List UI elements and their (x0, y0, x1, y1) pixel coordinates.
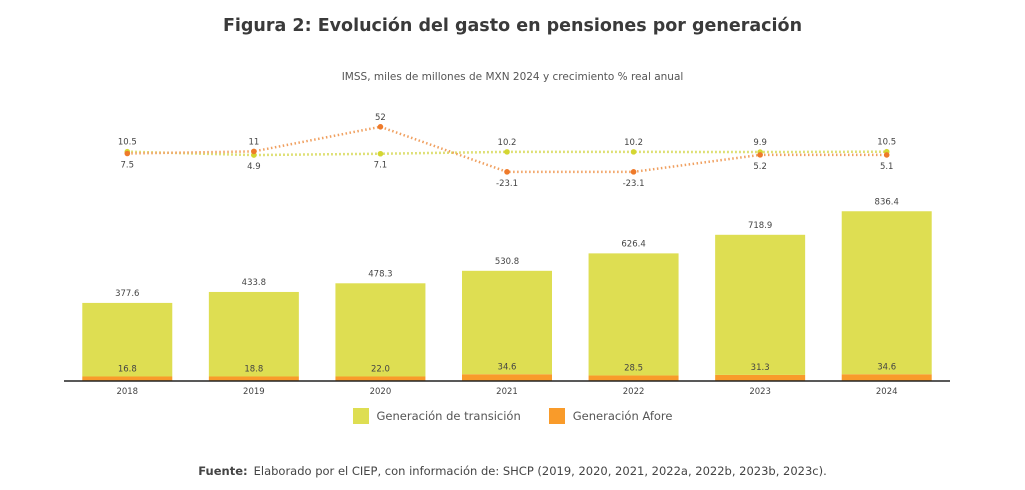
bar-afore-2020 (335, 376, 426, 381)
x-tick-label-2018: 2018 (116, 387, 138, 397)
source-text: Elaborado por el CIEP, con información d… (253, 464, 827, 478)
x-tick-label-2020: 2020 (370, 387, 392, 397)
data-label-afore-2020: 22.0 (371, 365, 390, 375)
growth-point-afore-2024 (883, 152, 890, 158)
data-label-afore-2023: 31.3 (751, 363, 770, 373)
legend: Generación de transición Generación Afor… (0, 408, 1025, 424)
bar-transicion-2018 (82, 302, 173, 377)
chart-title: Figura 2: Evolución del gasto en pension… (222, 16, 803, 36)
growth-point-afore-2022 (630, 169, 637, 175)
bar-transicion-2021 (462, 270, 552, 375)
bar-transicion-2022 (588, 253, 679, 376)
source-note: Fuente: Elaborado por el CIEP, con inform… (0, 464, 1025, 478)
growth-point-transicion-2021 (504, 149, 510, 155)
growth-point-afore-2019 (251, 148, 257, 155)
legend-swatch-transicion (352, 408, 369, 424)
bar-afore-2018 (82, 376, 173, 381)
legend-item-afore[interactable]: Generación Afore (548, 408, 673, 424)
data-label-afore-2022: 28.5 (624, 363, 643, 373)
growth-point-afore-2020 (377, 124, 384, 130)
growth-label-transicion-2020: 7.1 (374, 161, 388, 171)
growth-label-afore-2019: 11 (248, 137, 259, 147)
x-tick-label-2023: 2023 (749, 387, 771, 397)
growth-label-transicion-2018: 10.5 (118, 138, 137, 148)
bar-transicion-2023 (715, 234, 806, 375)
bar-transicion-2019 (208, 291, 299, 377)
data-label-afore-2021: 34.6 (498, 362, 517, 372)
bar-afore-2021 (462, 374, 552, 381)
growth-label-afore-2018: 7.5 (121, 161, 135, 171)
chart-canvas: 377.6 16.8 2018 433.8 18.8 2019 478.3 22.0 2020 5… (64, 113, 950, 397)
data-label-afore-2018: 16.8 (118, 365, 137, 375)
legend-label-afore: Generación Afore (572, 409, 673, 423)
growth-point-afore-2021 (504, 169, 510, 175)
data-label-transicion-2021: 530.8 (495, 257, 519, 267)
data-label-transicion-2020: 478.3 (368, 269, 392, 279)
data-label-transicion-2023: 718.9 (748, 221, 772, 231)
legend-item-transicion[interactable]: Generación de transición (352, 408, 521, 424)
growth-label-transicion-2023: 9.9 (753, 138, 767, 148)
data-label-afore-2019: 18.8 (244, 365, 263, 375)
x-tick-label-2019: 2019 (243, 387, 265, 397)
source-label: Fuente: (198, 464, 248, 478)
legend-label-transicion: Generación de transición (376, 409, 521, 423)
data-label-afore-2024: 34.6 (877, 362, 896, 372)
growth-point-transicion-2022 (630, 149, 637, 155)
x-tick-label-2021: 2021 (496, 387, 518, 397)
bar-afore-2019 (208, 376, 299, 381)
bar-afore-2024 (841, 374, 932, 381)
growth-label-transicion-2019: 4.9 (247, 162, 261, 172)
legend-swatch-afore (548, 408, 565, 424)
chart-subtitle: IMSS, miles de millones de MXN 2024 y cr… (341, 71, 684, 83)
data-label-transicion-2019: 433.8 (242, 278, 266, 288)
x-tick-label-2024: 2024 (876, 387, 898, 397)
growth-point-afore-2018 (124, 150, 131, 157)
data-label-transicion-2018: 377.6 (115, 289, 139, 299)
growth-point-afore-2023 (757, 152, 763, 158)
growth-label-transicion-2024: 10.5 (877, 138, 896, 148)
growth-point-transicion-2020 (377, 150, 384, 157)
data-label-transicion-2024: 836.4 (875, 197, 899, 207)
growth-label-afore-2024: 5.1 (880, 162, 894, 172)
growth-label-afore-2023: 5.2 (753, 162, 767, 172)
bar-afore-2023 (715, 374, 806, 381)
data-label-transicion-2022: 626.4 (621, 239, 645, 249)
bar-afore-2022 (588, 375, 679, 381)
x-tick-label-2022: 2022 (623, 387, 645, 397)
bar-transicion-2024 (841, 211, 932, 375)
bar-transicion-2020 (335, 283, 426, 377)
growth-label-transicion-2022: 10.2 (624, 138, 643, 148)
growth-label-afore-2021: -23.1 (496, 179, 518, 189)
growth-label-afore-2020: 52 (375, 113, 386, 123)
growth-label-transicion-2021: 10.2 (498, 138, 517, 148)
growth-label-afore-2022: -23.1 (623, 179, 645, 189)
